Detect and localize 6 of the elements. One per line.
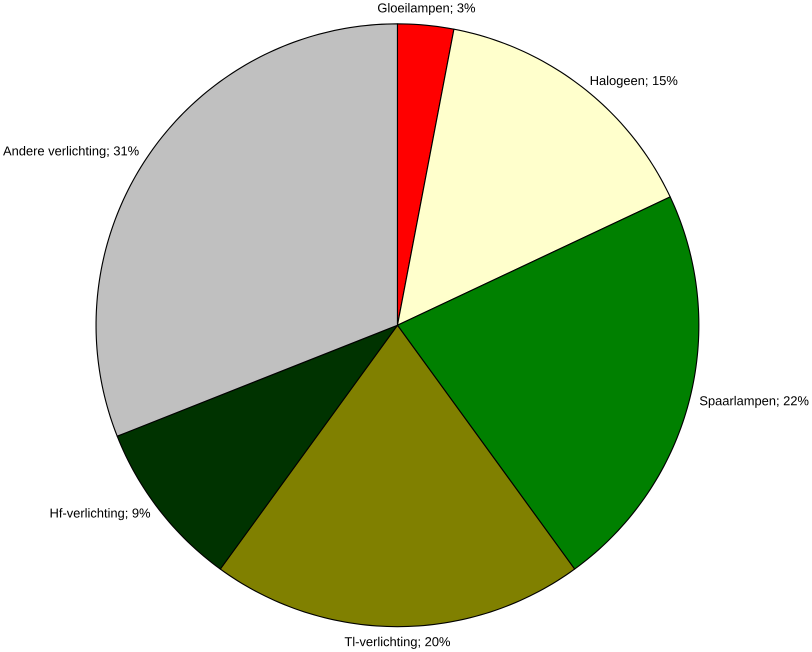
slice-label: Tl-verlichting; 20%: [344, 636, 450, 649]
slice-label: Gloeilampen; 3%: [378, 3, 476, 16]
slice-label: Hf-verlichting; 9%: [50, 508, 150, 520]
slice-label: Andere verlichting; 31%: [3, 146, 139, 158]
slice-label: Halogeen; 15%: [590, 76, 678, 88]
slice-label: Spaarlampen; 22%: [700, 396, 808, 408]
